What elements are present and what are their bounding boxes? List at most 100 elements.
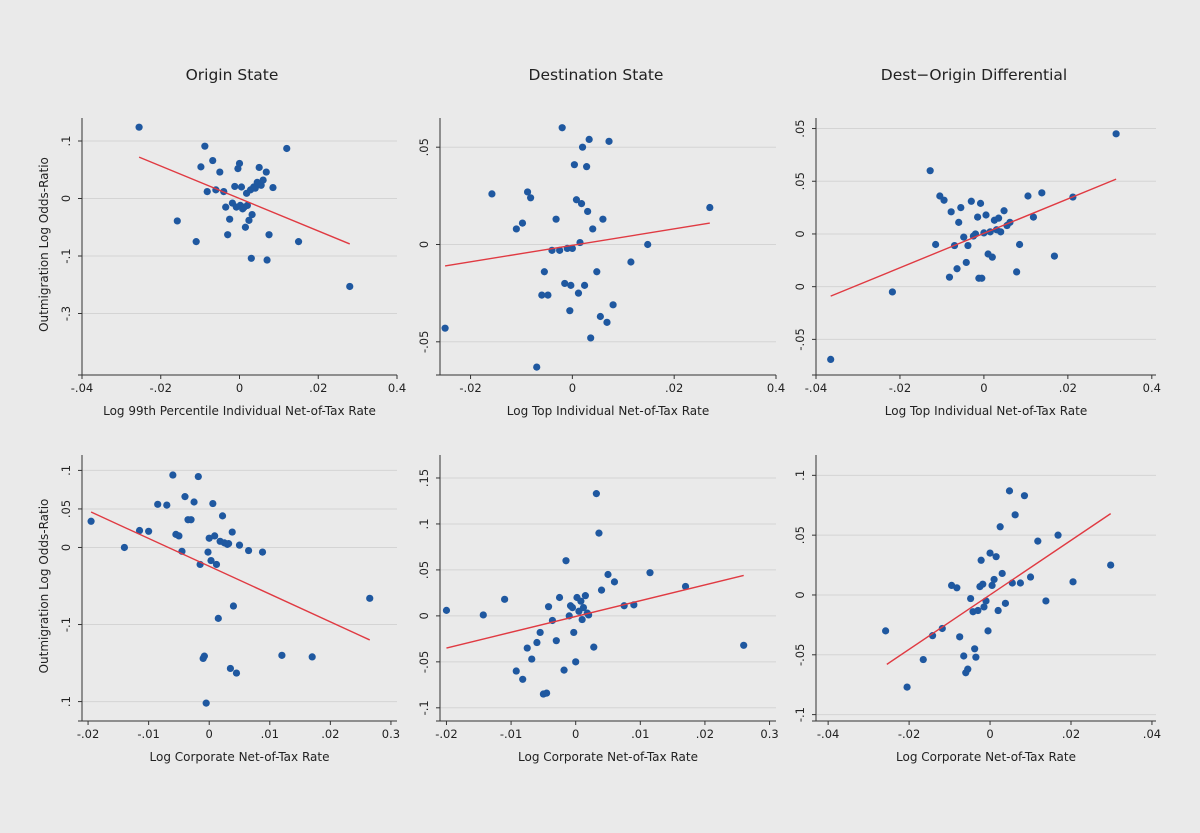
- data-point: [956, 633, 964, 641]
- data-point: [201, 142, 209, 150]
- data-point: [982, 211, 990, 219]
- data-point: [169, 471, 177, 479]
- data-point: [992, 553, 1000, 561]
- x-tick-label: .02: [309, 381, 327, 395]
- data-point: [278, 651, 286, 659]
- data-point: [501, 595, 509, 603]
- data-point: [706, 203, 714, 212]
- data-point: [967, 197, 975, 205]
- data-point: [262, 168, 270, 176]
- data-point: [197, 163, 205, 171]
- data-point: [523, 188, 532, 196]
- data-point: [181, 493, 189, 501]
- data-point: [366, 594, 374, 602]
- data-point: [740, 641, 748, 649]
- data-point: [512, 225, 520, 233]
- data-point: [1029, 213, 1038, 221]
- data-point: [568, 244, 576, 252]
- x-tick-label: 0.3: [760, 727, 778, 741]
- data-point: [442, 606, 451, 614]
- x-tick-label: .01: [261, 727, 279, 741]
- data-point: [479, 611, 487, 619]
- data-point: [441, 324, 449, 332]
- data-point: [243, 201, 251, 209]
- x-tick-label: -.02: [889, 381, 911, 395]
- data-point: [947, 208, 955, 216]
- y-tick-label: -.1: [59, 248, 73, 263]
- x-tick-label: .04: [1143, 727, 1161, 741]
- data-point: [228, 528, 236, 536]
- scatter-panel-5: -.1 -.05 0 .05 .1 .15 -.02 -.01 0 .01 .02 0.3 Log Co…: [417, 455, 779, 764]
- data-point: [595, 529, 603, 537]
- data-point: [888, 288, 896, 296]
- data-point: [928, 632, 937, 640]
- data-point: [543, 689, 551, 697]
- data-point: [605, 137, 613, 145]
- scatter-panel-1: -.3 -.1 0 .1 -.04 -.02 0 .02 0.4 Log 99th Percent…: [37, 118, 406, 418]
- data-point: [978, 274, 986, 282]
- x-tick-label: .01: [631, 727, 649, 741]
- data-point: [940, 196, 948, 204]
- data-point: [560, 666, 568, 674]
- data-point: [235, 159, 244, 168]
- data-point: [552, 637, 560, 645]
- data-point: [204, 548, 212, 556]
- data-point: [581, 592, 589, 600]
- data-point: [827, 355, 835, 364]
- data-point: [224, 231, 232, 239]
- data-point: [1020, 492, 1029, 500]
- data-point: [173, 217, 181, 225]
- data-point: [578, 143, 587, 151]
- data-point: [596, 312, 604, 321]
- x-tick-label: 0: [986, 727, 993, 741]
- data-point: [603, 318, 611, 326]
- data-point: [945, 273, 954, 281]
- data-point: [574, 289, 583, 297]
- data-point: [232, 669, 241, 677]
- x-axis-label: Log 99th Percentile Individual Net-of-Ta…: [103, 404, 376, 418]
- data-point: [244, 546, 253, 555]
- y-tick-label: -.3: [59, 306, 73, 321]
- data-point: [540, 268, 548, 276]
- x-tick-label: -.04: [71, 381, 93, 395]
- data-point: [533, 638, 541, 647]
- y-tick-label: .05: [417, 561, 431, 579]
- data-point: [488, 190, 496, 198]
- x-tick-label: 0: [206, 727, 213, 741]
- x-axis-label: Log Top Individual Net-of-Tax Rate: [507, 404, 709, 418]
- panels: -.3 -.1 0 .1 -.04 -.02 0 .02 0.4 Log 99th Percent…: [37, 118, 1161, 764]
- data-point: [187, 516, 195, 524]
- column-title-origin: Origin State: [186, 66, 279, 84]
- data-point: [190, 498, 198, 506]
- x-tick-label: .02: [665, 381, 683, 395]
- data-point: [216, 168, 224, 176]
- y-axis-label: Outmigration Log Odds-Ratio: [37, 499, 51, 674]
- data-point: [599, 215, 607, 223]
- data-point: [212, 560, 221, 569]
- y-tick-label: -.05: [417, 651, 431, 673]
- data-point: [544, 603, 553, 611]
- data-point: [572, 658, 580, 666]
- data-point: [953, 265, 961, 273]
- y-tick-label: -.05: [417, 331, 431, 353]
- data-point: [538, 291, 546, 299]
- data-point: [248, 211, 256, 219]
- fit-line: [886, 513, 1112, 665]
- data-point: [222, 203, 230, 211]
- y-tick-label: 0: [793, 283, 807, 290]
- data-point: [980, 603, 988, 611]
- data-point: [580, 281, 589, 289]
- data-point: [604, 570, 612, 579]
- data-point: [135, 123, 143, 131]
- data-point: [1013, 268, 1021, 276]
- data-point: [294, 238, 303, 246]
- data-point: [977, 556, 985, 564]
- data-point: [593, 268, 601, 276]
- data-point: [1112, 130, 1120, 138]
- x-tick-label: -.02: [435, 727, 457, 741]
- data-point: [209, 499, 217, 508]
- x-tick-label: .02: [1059, 381, 1077, 395]
- y-tick-label: .1: [417, 518, 431, 529]
- data-point: [528, 655, 536, 663]
- data-point: [964, 665, 972, 673]
